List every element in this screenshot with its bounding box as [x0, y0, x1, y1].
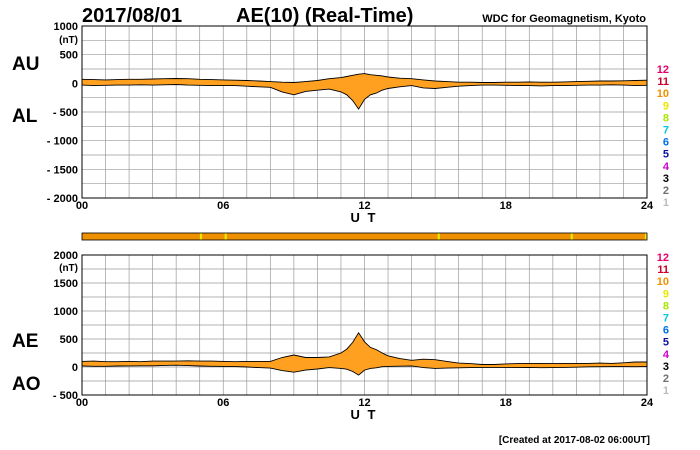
y-tick-label: 500: [60, 50, 78, 62]
created-timestamp: [Created at 2017-08-02 06:00UT]: [499, 435, 650, 446]
station-count-legend-item: 3: [663, 173, 669, 185]
ae-label: AE: [12, 331, 38, 352]
au-al-x-ticks: 00 06 12 18 24: [76, 200, 654, 212]
au-al-unit: (nT): [59, 35, 78, 46]
station-count-legend-item: 11: [657, 264, 669, 276]
y-tick-label: - 2000: [47, 193, 78, 205]
series-line-ae: [81, 331, 647, 365]
station-count-legend-item: 5: [663, 149, 669, 161]
au-al-frame: [81, 25, 648, 199]
date-title: 2017/08/01: [82, 5, 182, 27]
series-line-ao: [81, 364, 648, 376]
source-label: WDC for Geomagnetism, Kyoto: [482, 13, 646, 25]
ae-ao-unit: (nT): [59, 263, 78, 274]
y-tick-label: 1000: [54, 306, 78, 318]
station-count-legend-item: 8: [663, 112, 669, 124]
x-tick-label: 06: [217, 397, 229, 409]
x-tick-label: 12: [358, 397, 370, 409]
au-al-x-axis-label: U T: [351, 210, 378, 225]
y-tick-label: - 1500: [47, 164, 78, 176]
station-count-legend-item: 6: [663, 137, 669, 149]
station-count-legend-item: 5: [663, 337, 669, 349]
y-tick-label: 2000: [54, 250, 78, 262]
x-tick-label: 18: [500, 200, 512, 212]
y-tick-label: 1500: [54, 278, 78, 290]
x-tick-label: 00: [76, 397, 88, 409]
ae-ao-x-ticks: 00 06 12 18 24: [76, 397, 654, 409]
station-count-legend-item: 11: [657, 76, 669, 88]
station-count-legend-item: 1: [663, 385, 669, 397]
range-fill: [82, 332, 647, 376]
station-count-legend-item: 10: [657, 88, 669, 100]
chart-title: AE(10) (Real-Time): [236, 5, 413, 27]
x-tick-label: 06: [217, 200, 229, 212]
y-tick-label: 0: [72, 78, 78, 90]
x-tick-label: 00: [76, 200, 88, 212]
station-count-legend-item: 12: [657, 64, 669, 76]
station-count-legend-item: 1: [663, 197, 669, 209]
station-count-legend-item: 12: [657, 252, 669, 264]
y-tick-label: 500: [60, 334, 78, 346]
station-count-marker: [437, 233, 440, 240]
y-tick-label: - 500: [53, 107, 78, 119]
y-tick-label: 0: [72, 362, 78, 374]
ae-ao-frame: [81, 254, 648, 396]
station-count-legend-item: 10: [657, 276, 669, 288]
station-count-segment: [82, 233, 647, 240]
au-al-y-ticks: 1000 500 0 - 500 - 1000 - 1500 - 2000: [47, 21, 78, 205]
y-tick-label: - 1000: [47, 136, 78, 148]
station-count-legend-item: 4: [663, 161, 670, 173]
station-count-legend-item: 6: [663, 325, 669, 337]
x-tick-label: 24: [641, 397, 654, 409]
station-count-legend-item: 9: [663, 100, 669, 112]
station-count-marker: [570, 233, 573, 240]
au-al-area: [81, 73, 648, 110]
station-count-frame: [81, 232, 648, 241]
station-count-legend-item: 3: [663, 361, 669, 373]
series-line-au: [81, 73, 648, 83]
station-count-marker: [224, 233, 227, 240]
al-label: AL: [12, 106, 38, 127]
station-count-legend-item: 2: [663, 185, 669, 197]
ae-ao-y-ticks: 2000 1500 1000 500 0 - 500: [53, 250, 78, 402]
x-tick-label: 18: [500, 397, 512, 409]
station-count-legend-item: 4: [663, 349, 670, 361]
ae-ao-grid: [82, 255, 647, 395]
station-count-marker: [199, 233, 203, 240]
ao-label: AO: [12, 374, 41, 395]
station-count-legend-item: 8: [663, 300, 669, 312]
x-tick-label: 12: [358, 200, 370, 212]
station-count-legend-item: 7: [663, 313, 669, 325]
y-tick-label: - 500: [53, 390, 78, 402]
ae-ao-x-axis-label: U T: [351, 407, 378, 422]
y-tick-label: 1000: [54, 21, 78, 33]
series-line-al: [81, 84, 648, 110]
au-al-grid: [82, 26, 647, 198]
ae-ao-area: [81, 331, 648, 376]
station-count-legend-item: 9: [663, 288, 669, 300]
au-label: AU: [12, 54, 39, 75]
station-count-marker: [644, 233, 648, 240]
station-count-bar: [81, 232, 648, 241]
x-tick-label: 24: [641, 200, 654, 212]
station-count-legend-item: 7: [663, 125, 669, 137]
station-count-legend-item: 2: [663, 373, 669, 385]
